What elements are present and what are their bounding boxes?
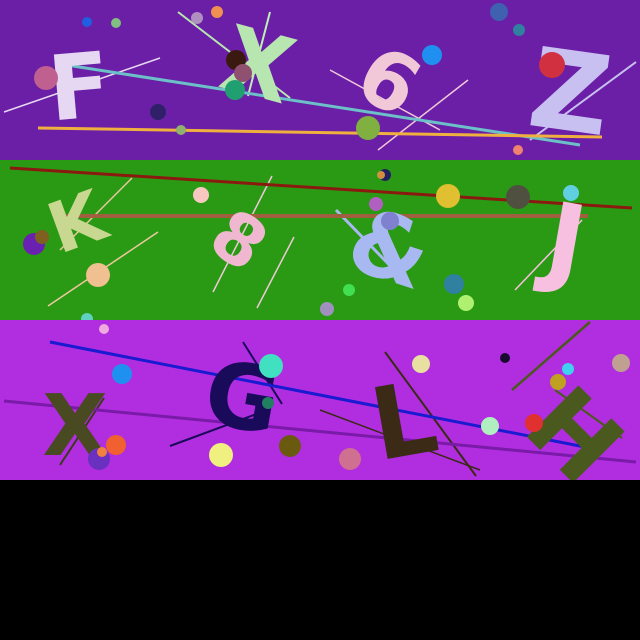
captcha-glyph: Z — [522, 23, 619, 161]
band-1-dots — [34, 3, 565, 155]
captcha-glyph: F — [44, 33, 114, 143]
band-2-dots — [23, 169, 579, 325]
blank-area — [0, 480, 640, 640]
band-3-noise — [3, 321, 637, 477]
band-3-dots — [88, 324, 630, 470]
